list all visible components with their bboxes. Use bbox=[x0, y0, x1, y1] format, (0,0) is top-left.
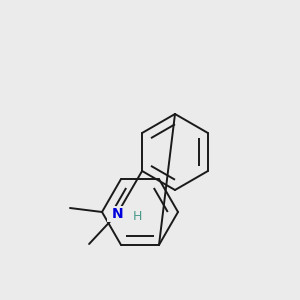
Text: H: H bbox=[132, 209, 142, 223]
FancyBboxPatch shape bbox=[107, 206, 127, 222]
Text: N: N bbox=[111, 207, 123, 221]
FancyBboxPatch shape bbox=[129, 209, 145, 223]
